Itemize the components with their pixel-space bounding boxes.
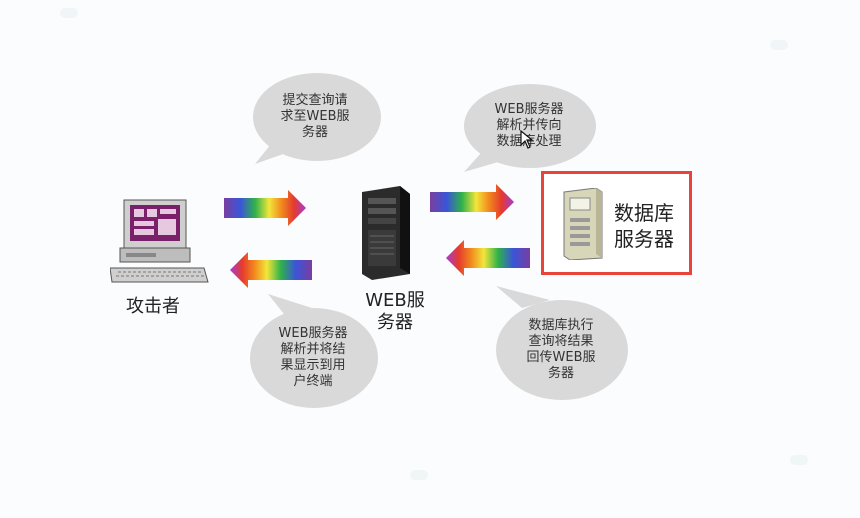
database-server-label-line: 数据库 <box>614 201 674 225</box>
bubble-db-execute: 数据库执行 查询将结果 回传WEB服 务器 <box>488 286 634 402</box>
bubble-line: 解析并传向 <box>496 118 562 133</box>
bubble-submit-query: 提交查询请 求至WEB服 务器 <box>245 72 385 172</box>
bubble-line: 求至WEB服 <box>280 109 350 124</box>
background-dot <box>410 470 428 480</box>
attacker-label: 攻击者 <box>126 296 180 317</box>
bubble-line: WEB服务器 <box>494 102 564 117</box>
bubble-line: 户终端 <box>293 374 333 389</box>
bubble-line: 回传WEB服 <box>526 350 596 365</box>
database-server-label-line: 服务器 <box>614 227 674 251</box>
computer-icon <box>110 199 209 283</box>
bubble-parse-display: WEB服务器 解析并将结 果显示到用 户终端 <box>238 294 388 412</box>
rainbow-arrow-icon <box>230 252 312 288</box>
bubble-line: 查询将结果 <box>528 334 594 349</box>
background-dot <box>60 8 78 18</box>
bubble-line: 务器 <box>547 366 574 381</box>
database-server-icon <box>563 188 603 260</box>
web-server-tower-icon <box>362 186 410 280</box>
web-server-label-line: WEB服 <box>365 290 425 311</box>
bubble-line: 解析并将结 <box>280 342 346 357</box>
mouse-cursor-icon <box>520 130 534 149</box>
bubble-line: 数据库执行 <box>528 318 594 333</box>
bubble-line: 提交查询请 <box>282 93 348 108</box>
background-dot <box>790 455 808 465</box>
bubble-line: WEB服务器 <box>278 326 348 341</box>
rainbow-arrow-icon <box>446 240 530 276</box>
database-server-box: 数据库 服务器 <box>541 171 692 275</box>
rainbow-arrow-icon <box>224 190 306 226</box>
background-dot <box>770 40 788 50</box>
web-server-label-line: 务器 <box>377 312 413 333</box>
bubble-line: 务器 <box>301 125 328 140</box>
web-server-label: WEB服 务器 <box>360 290 430 334</box>
rainbow-arrow-icon <box>430 184 514 220</box>
bubble-parse-forward: WEB服务器 解析并传向 数据库处理 <box>458 82 600 182</box>
bubble-line: 数据库处理 <box>496 134 562 149</box>
database-server-label: 数据库 服务器 <box>614 200 674 252</box>
bubble-line: 果显示到用 <box>280 358 346 373</box>
